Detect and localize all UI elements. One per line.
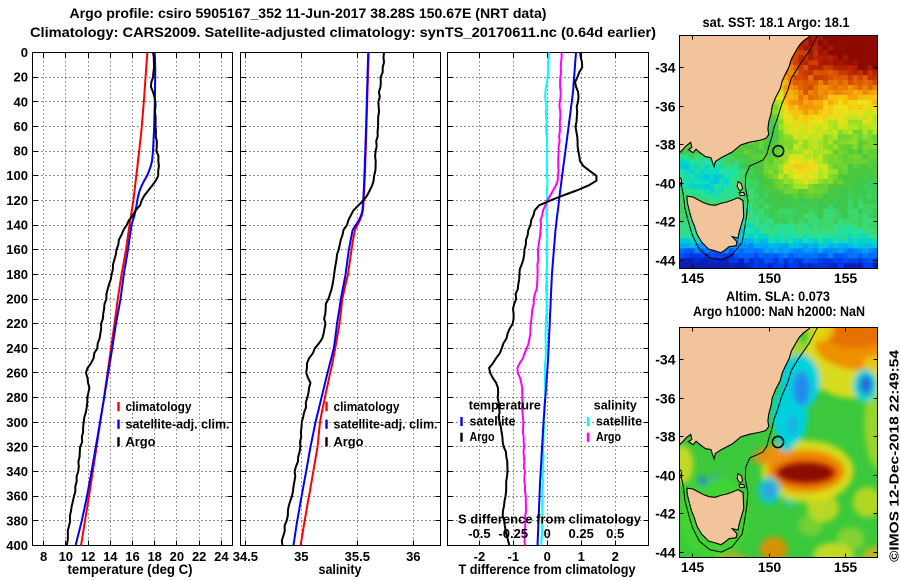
svg-text:satellite-adj. clim.: satellite-adj. clim. (334, 417, 438, 432)
svg-text:climatology: climatology (334, 399, 401, 414)
svg-text:100: 100 (6, 168, 28, 183)
svg-text:180: 180 (6, 267, 28, 282)
svg-text:-34: -34 (655, 60, 675, 76)
svg-text:22: 22 (192, 549, 206, 564)
svg-text:24: 24 (214, 549, 229, 564)
svg-text:Argo: Argo (596, 429, 621, 444)
svg-text:temperature (deg C): temperature (deg C) (68, 561, 193, 577)
svg-text:©IMOS 12-Dec-2018 22:49:54: ©IMOS 12-Dec-2018 22:49:54 (887, 349, 900, 562)
svg-text:0.5: 0.5 (606, 526, 624, 541)
svg-text:satellite-adj. clim.: satellite-adj. clim. (126, 417, 230, 432)
svg-text:40: 40 (14, 94, 28, 109)
svg-text:300: 300 (6, 415, 28, 430)
svg-text:36: 36 (406, 549, 420, 564)
svg-text:0: 0 (21, 45, 28, 60)
svg-text:20: 20 (14, 70, 28, 85)
svg-text:60: 60 (14, 119, 28, 134)
svg-text:145: 145 (681, 270, 705, 286)
svg-text:-38: -38 (655, 429, 675, 445)
svg-text:145: 145 (681, 559, 705, 575)
svg-text:Argo: Argo (126, 434, 156, 449)
svg-text:140: 140 (6, 218, 28, 233)
svg-text:150: 150 (758, 559, 782, 575)
svg-text:20: 20 (170, 549, 184, 564)
svg-text:Argo h1000: NaN h2000: NaN: Argo h1000: NaN h2000: NaN (693, 303, 865, 319)
svg-text:-40: -40 (655, 176, 675, 192)
svg-text:2: 2 (612, 549, 619, 564)
svg-text:-44: -44 (655, 253, 675, 269)
svg-text:35.5: 35.5 (345, 549, 370, 564)
svg-text:10: 10 (59, 549, 73, 564)
svg-text:34.5: 34.5 (233, 549, 258, 564)
svg-text:satellite: satellite (470, 413, 516, 428)
svg-text:-0.5: -0.5 (468, 526, 490, 541)
svg-text:satellite: satellite (596, 413, 642, 428)
svg-text:salinity: salinity (594, 398, 638, 413)
svg-text:temperature: temperature (469, 398, 541, 413)
svg-text:200: 200 (6, 292, 28, 307)
svg-text:360: 360 (6, 489, 28, 504)
svg-text:8: 8 (40, 549, 47, 564)
svg-text:0: 0 (544, 549, 551, 564)
svg-text:18: 18 (147, 549, 161, 564)
svg-text:-38: -38 (655, 137, 675, 153)
svg-text:0: 0 (544, 526, 551, 541)
svg-text:155: 155 (834, 559, 858, 575)
svg-text:16: 16 (125, 549, 139, 564)
svg-text:-36: -36 (655, 391, 675, 407)
svg-text:-0.25: -0.25 (498, 526, 528, 541)
svg-text:Argo: Argo (470, 429, 495, 444)
svg-text:Climatology: CARS2009. Satelli: Climatology: CARS2009. Satellite-adjuste… (30, 24, 656, 40)
svg-text:-34: -34 (655, 352, 675, 368)
svg-text:340: 340 (6, 464, 28, 479)
svg-text:12: 12 (81, 549, 95, 564)
svg-text:14: 14 (103, 549, 118, 564)
svg-text:80: 80 (14, 144, 28, 159)
svg-text:-36: -36 (655, 99, 675, 115)
svg-text:T difference from climatology: T difference from climatology (459, 561, 636, 577)
svg-text:-40: -40 (655, 468, 675, 484)
svg-text:-42: -42 (655, 214, 675, 230)
svg-text:-44: -44 (655, 545, 675, 561)
svg-text:climatology: climatology (126, 399, 193, 414)
svg-text:Argo profile: csiro 5905167_35: Argo profile: csiro 5905167_352 11-Jun-2… (70, 5, 547, 21)
svg-text:1: 1 (578, 549, 585, 564)
svg-text:Argo: Argo (334, 434, 364, 449)
svg-text:220: 220 (6, 316, 28, 331)
svg-text:150: 150 (758, 270, 782, 286)
svg-text:S difference from climatology: S difference from climatology (458, 512, 642, 527)
svg-text:-1: -1 (508, 549, 520, 564)
svg-text:Altim. SLA: 0.073: Altim. SLA: 0.073 (726, 288, 830, 304)
svg-text:400: 400 (6, 538, 28, 553)
svg-text:160: 160 (6, 242, 28, 257)
svg-text:155: 155 (834, 270, 858, 286)
svg-text:240: 240 (6, 341, 28, 356)
svg-text:320: 320 (6, 439, 28, 454)
svg-text:120: 120 (6, 193, 28, 208)
svg-text:-42: -42 (655, 506, 675, 522)
svg-text:380: 380 (6, 513, 28, 528)
svg-text:260: 260 (6, 365, 28, 380)
svg-text:-2: -2 (474, 549, 486, 564)
svg-text:35: 35 (294, 549, 308, 564)
svg-text:0.25: 0.25 (569, 526, 594, 541)
svg-text:salinity: salinity (319, 561, 362, 577)
svg-text:sat. SST: 18.1 Argo: 18.1: sat. SST: 18.1 Argo: 18.1 (703, 14, 850, 30)
svg-text:280: 280 (6, 390, 28, 405)
